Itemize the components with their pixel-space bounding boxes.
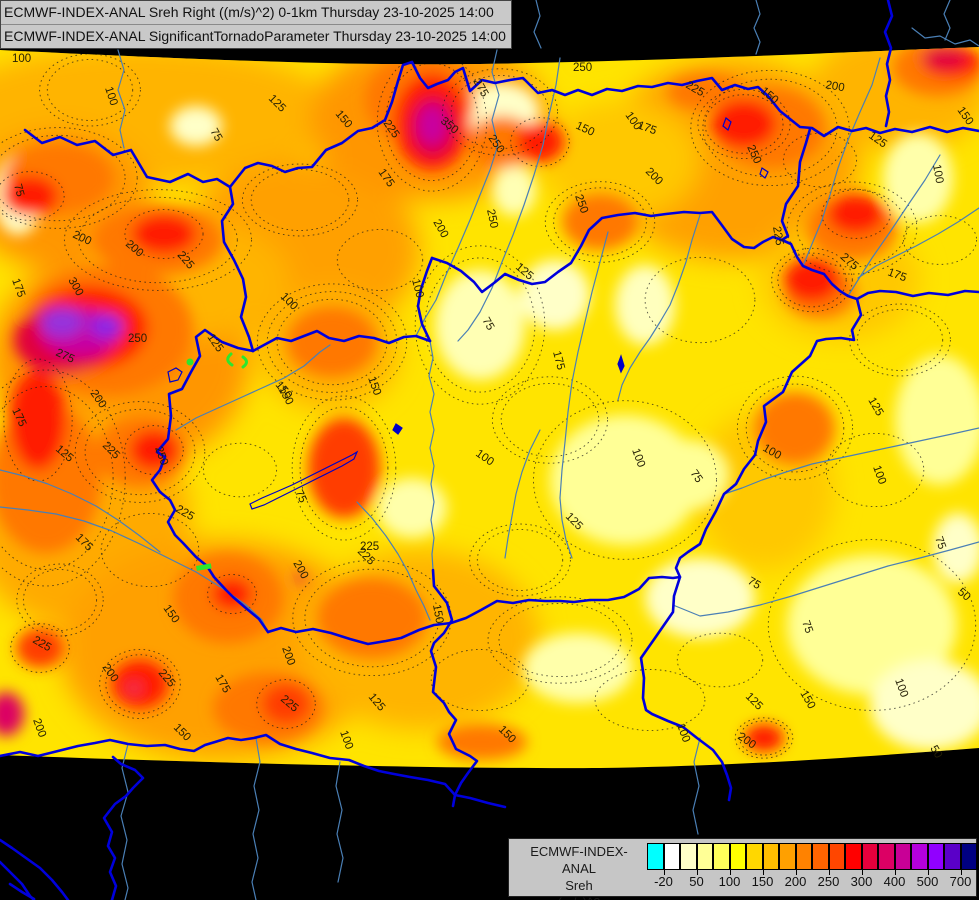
contour-rings [0,52,978,759]
legend-tick-label: 500 [916,874,939,889]
svg-text:250: 250 [573,62,592,74]
legend-swatch [894,843,911,870]
svg-text:225: 225 [360,541,379,553]
legend-swatch [779,843,796,870]
legend-tick-label: 200 [784,874,807,889]
legend-tick-label: 100 [718,874,741,889]
legend-swatch [713,843,730,870]
legend-swatch [729,843,746,870]
svg-text:250: 250 [128,333,147,345]
legend-swatch [878,843,895,870]
svg-text:100: 100 [102,85,119,107]
legend-swatch [696,843,713,870]
legend-swatch [845,843,862,870]
green-marks-layer [186,352,248,571]
legend-swatch [746,843,763,870]
svg-text:250: 250 [484,208,500,229]
legend-swatch [944,843,961,870]
legend-tick-label: 50 [689,874,704,889]
svg-text:75: 75 [932,535,948,551]
svg-text:75: 75 [479,316,496,333]
legend-tick-label: 400 [883,874,906,889]
legend-swatch [812,843,829,870]
legend-swatch [911,843,928,870]
legend-tick-label: -20 [654,874,673,889]
legend-panel: ECMWF-INDEX-ANAL Sreh (m/s)^2 -20 50 100 15… [508,838,977,900]
legend-swatch [861,843,878,870]
legend-title-block: ECMWF-INDEX-ANAL Sreh (m/s)^2 [515,843,643,900]
legend-tick [894,870,896,875]
svg-text:75: 75 [799,619,815,635]
legend-tick [696,870,698,875]
legend-model-name: ECMWF-INDEX-ANAL [530,844,628,876]
legend-swatch [927,843,944,870]
legend-swatch [795,843,812,870]
title-line-1: ECMWF-INDEX-ANAL Sreh Right ((m/s)^2) 0-… [1,1,511,25]
lakes-layer [167,117,769,510]
legend-swatch [762,843,779,870]
legend-tick [795,870,797,875]
legend-swatch [647,843,664,870]
svg-text:100: 100 [930,163,945,184]
svg-text:75: 75 [11,183,26,198]
svg-text:175: 175 [550,350,567,372]
legend-swatch [828,843,845,870]
legend-swatch [663,843,680,870]
legend-tick [861,870,863,875]
svg-text:100: 100 [409,278,426,300]
legend-tick-label: 150 [751,874,774,889]
legend-tick [828,870,830,875]
svg-text:75: 75 [292,488,308,505]
legend-tick-label: 300 [850,874,873,889]
field-blobs [0,47,979,760]
legend-tick [663,870,665,875]
svg-text:75: 75 [207,127,224,144]
svg-text:150: 150 [430,603,445,624]
legend-tick-label: 700 [949,874,972,889]
svg-text:75: 75 [746,575,763,592]
title-line-2: ECMWF-INDEX-ANAL SignificantTornadoParam… [4,28,506,44]
svg-text:225: 225 [770,225,785,246]
legend-tick [927,870,929,875]
legend-tick-label: 250 [817,874,840,889]
svg-text:50: 50 [927,744,944,761]
legend-tick [729,870,731,875]
svg-text:100: 100 [12,53,31,65]
legend-swatch [680,843,697,870]
legend-swatch [960,843,977,870]
svg-text:200: 200 [824,79,845,94]
legend-tick [960,870,962,875]
title-bar: ECMWF-INDEX-ANAL Sreh Right ((m/s)^2) 0-… [0,0,512,49]
legend-tick [762,870,764,875]
legend-parameter: Sreh [565,878,593,893]
legend-unit: (m/s)^2 [515,894,643,900]
